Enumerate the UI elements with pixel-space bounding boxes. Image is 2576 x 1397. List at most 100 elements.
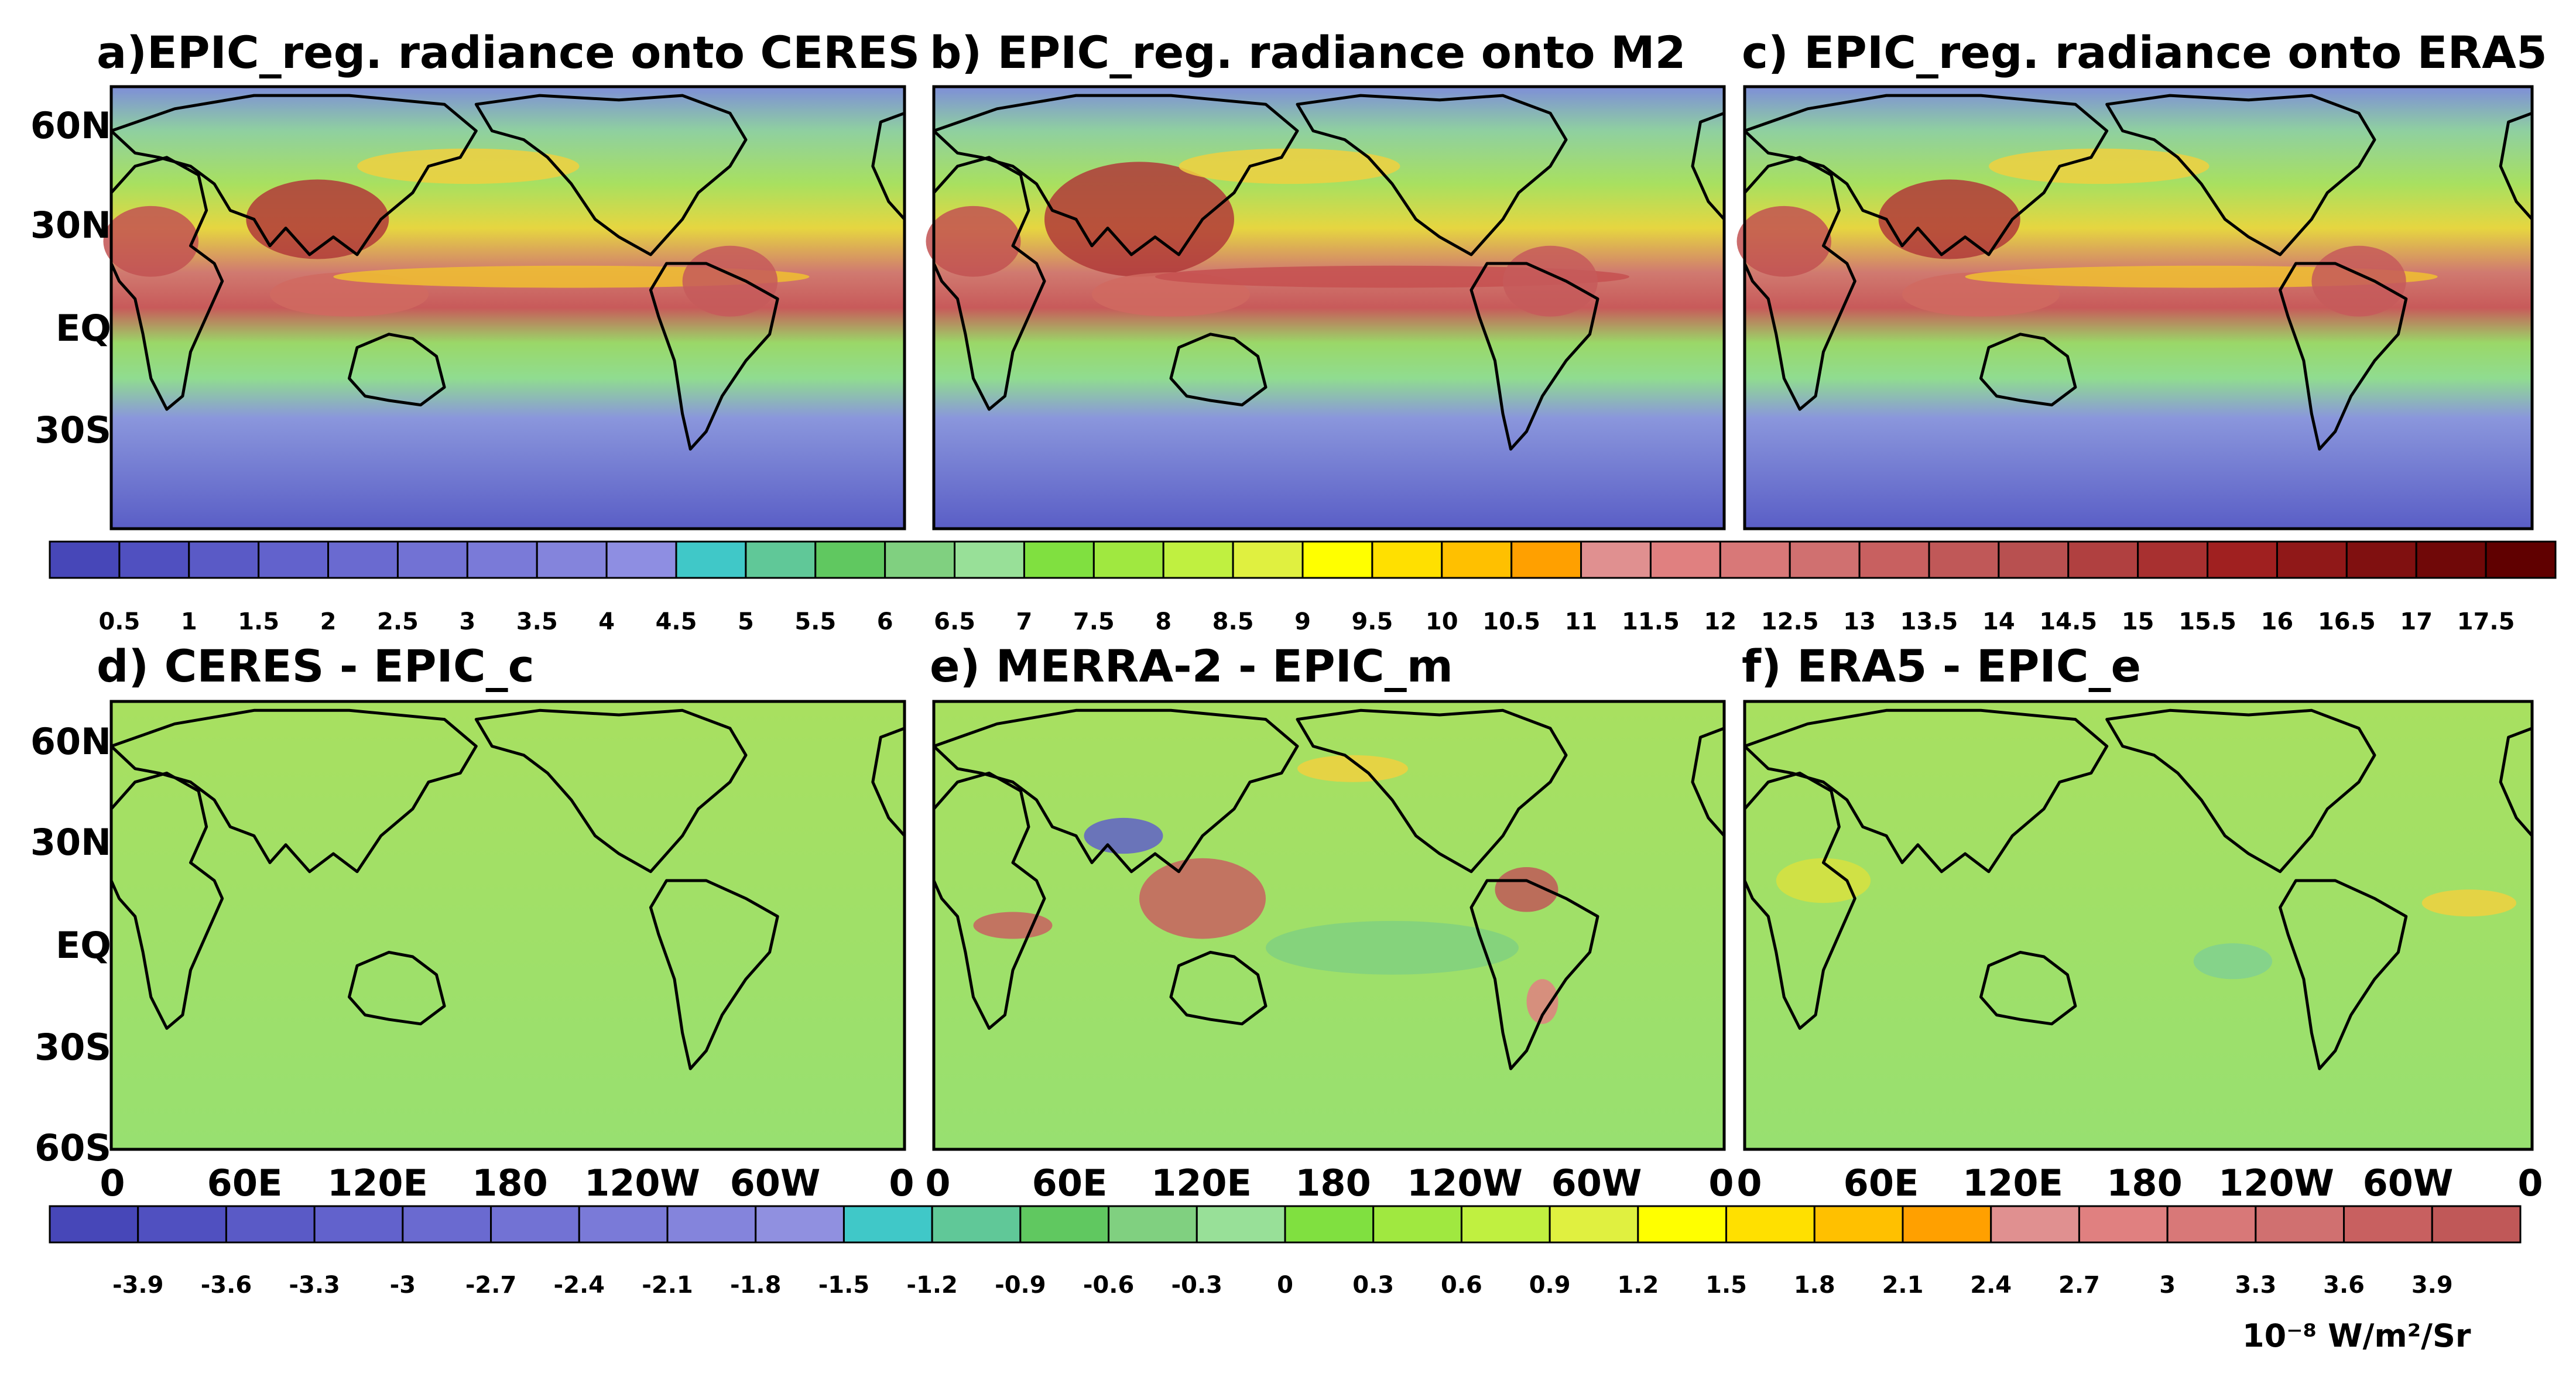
colorbar-top-swatch-27 xyxy=(1928,540,2000,579)
colorbar-bottom-tick-label: 2.4 xyxy=(1970,1272,2012,1299)
lon-label-d-120w: 120W xyxy=(584,1162,700,1204)
colorbar-top-tick-label: 17.5 xyxy=(2457,608,2515,635)
colorbar-bottom-swatch-4 xyxy=(402,1205,492,1244)
colorbar-top-tick-label: 5 xyxy=(737,608,754,635)
colorbar-top xyxy=(49,540,2557,579)
lat-label-bottom-60n: 60N xyxy=(30,720,111,763)
colorbar-top-tick-label: 6.5 xyxy=(934,608,975,635)
lon-label-e-60e: 60E xyxy=(1032,1162,1108,1204)
colorbar-top-swatch-33 xyxy=(2345,540,2417,579)
colorbar-top-swatch-23 xyxy=(1649,540,1721,579)
colorbar-top-tick-label: 14.5 xyxy=(2039,608,2098,635)
colorbar-top-tick-label: 9 xyxy=(1294,608,1311,635)
colorbar-bottom-tick-label: 3 xyxy=(2159,1272,2176,1299)
colorbar-bottom-tick-label: 1.8 xyxy=(1793,1272,1835,1299)
colorbar-bottom-swatch-15 xyxy=(1372,1205,1462,1244)
colorbar-bottom-tick-label: 0.3 xyxy=(1352,1272,1395,1299)
colorbar-bottom-swatch-17 xyxy=(1549,1205,1639,1244)
lat-label-top-30n: 30N xyxy=(30,204,111,246)
colorbar-top-tick-label: 10 xyxy=(1425,608,1458,635)
colorbar-bottom-swatch-2 xyxy=(225,1205,316,1244)
colorbar-top-swatch-4 xyxy=(327,540,399,579)
colorbar-bottom-tick-label: -3.3 xyxy=(289,1272,340,1299)
lon-label-d-0: 0 xyxy=(100,1162,125,1204)
colorbar-top-swatch-22 xyxy=(1580,540,1652,579)
colorbar-top-swatch-26 xyxy=(1858,540,1930,579)
lon-label-f-60w: 60W xyxy=(2362,1162,2454,1204)
colorbar-top-swatch-30 xyxy=(2137,540,2209,579)
colorbar-bottom-tick-label: 0.6 xyxy=(1440,1272,1482,1299)
colorbar-top-swatch-0 xyxy=(49,540,121,579)
colorbar-bottom-swatch-0 xyxy=(49,1205,139,1244)
colorbar-top-swatch-6 xyxy=(466,540,538,579)
colorbar-top-tick-label: 17 xyxy=(2400,608,2433,635)
colorbar-top-swatch-28 xyxy=(1998,540,2070,579)
colorbar-top-tick-label: 14 xyxy=(1982,608,2015,635)
panel-c-title: c) EPIC_reg. radiance onto ERA5 xyxy=(1742,26,2547,78)
colorbar-top-tick-label: 12 xyxy=(1704,608,1737,635)
lon-label-f-0: 0 xyxy=(1736,1162,1762,1204)
colorbar-top-tick-label: 11.5 xyxy=(1622,608,1680,635)
lat-label-bottom-30n: 30N xyxy=(30,821,111,864)
colorbar-top-tick-label: 2.5 xyxy=(377,608,419,635)
colorbar-bottom-tick-label: -0.9 xyxy=(995,1272,1046,1299)
colorbar-bottom-swatch-9 xyxy=(842,1205,933,1244)
lat-label-bottom-eq: EQ xyxy=(55,924,111,967)
colorbar-top-tick-label: 7 xyxy=(1016,608,1033,635)
colorbar-top-swatch-16 xyxy=(1162,540,1234,579)
colorbar-bottom-swatch-18 xyxy=(1637,1205,1728,1244)
colorbar-bottom-tick-label: -3.6 xyxy=(200,1272,252,1299)
colorbar-top-swatch-8 xyxy=(605,540,677,579)
colorbar-top-tick-label: 11 xyxy=(1564,608,1598,635)
colorbar-bottom-swatch-25 xyxy=(2255,1205,2345,1244)
map-panel-b xyxy=(926,85,1726,530)
lon-label-f-120e: 120E xyxy=(1962,1162,2063,1204)
colorbar-top-swatch-31 xyxy=(2207,540,2278,579)
colorbar-bottom-swatch-27 xyxy=(2431,1205,2522,1244)
colorbar-bottom-tick-label: -1.2 xyxy=(906,1272,958,1299)
colorbar-bottom-swatch-13 xyxy=(1195,1205,1286,1244)
lat-label-top-60n: 60N xyxy=(30,104,111,147)
colorbar-top-tick-label: 12.5 xyxy=(1760,608,1819,635)
panel-d-title: d) CERES - EPIC_c xyxy=(97,640,535,692)
colorbar-top-swatch-5 xyxy=(396,540,468,579)
colorbar-bottom-swatch-23 xyxy=(2078,1205,2169,1244)
colorbar-top-tick-label: 9.5 xyxy=(1351,608,1393,635)
colorbar-bottom-swatch-19 xyxy=(1725,1205,1815,1244)
colorbar-bottom-tick-label: -3 xyxy=(389,1272,416,1299)
colorbar-top-swatch-20 xyxy=(1441,540,1513,579)
lon-label-e-360: 0 xyxy=(1708,1162,1734,1204)
colorbar-top-swatch-17 xyxy=(1232,540,1304,579)
lon-label-e-180: 180 xyxy=(1295,1162,1371,1204)
colorbar-top-tick-label: 1 xyxy=(180,608,197,635)
colorbar-top-tick-label: 1.5 xyxy=(238,608,280,635)
colorbar-top-tick-label: 5.5 xyxy=(794,608,837,635)
panel-a-title: a)EPIC_reg. radiance onto CERES xyxy=(97,26,920,78)
lon-label-d-360: 0 xyxy=(889,1162,914,1204)
colorbar-top-tick-label: 15.5 xyxy=(2178,608,2236,635)
lon-label-e-120e: 120E xyxy=(1151,1162,1252,1204)
colorbar-bottom-swatch-22 xyxy=(1990,1205,2080,1244)
colorbar-bottom-tick-label: -2.1 xyxy=(642,1272,693,1299)
map-panel-e xyxy=(932,700,1726,1151)
panel-f-title: f) ERA5 - EPIC_e xyxy=(1742,640,2142,692)
colorbar-top-swatch-15 xyxy=(1092,540,1164,579)
colorbar-bottom-tick-label: -1.8 xyxy=(729,1272,782,1299)
colorbar-top-tick-label: 15 xyxy=(2121,608,2154,635)
colorbar-top-tick-label: 10.5 xyxy=(1482,608,1541,635)
colorbar-bottom-swatch-3 xyxy=(313,1205,404,1244)
colorbar-bottom-swatch-6 xyxy=(578,1205,669,1244)
map-panel-f xyxy=(1743,700,2534,1151)
colorbar-top-swatch-34 xyxy=(2415,540,2487,579)
colorbar-top-swatch-1 xyxy=(118,540,190,579)
colorbar-top-swatch-7 xyxy=(536,540,608,579)
colorbar-bottom-tick-label: 1.5 xyxy=(1705,1272,1747,1299)
lon-label-d-60w: 60W xyxy=(729,1162,821,1204)
colorbar-top-tick-label: 16 xyxy=(2260,608,2294,635)
colorbar-top-tick-label: 8.5 xyxy=(1212,608,1254,635)
colorbar-bottom-swatch-26 xyxy=(2343,1205,2433,1244)
map-panel-c xyxy=(1736,85,2534,530)
colorbar-bottom-swatch-1 xyxy=(137,1205,227,1244)
panel-b-title: b) EPIC_reg. radiance onto M2 xyxy=(930,26,1686,78)
